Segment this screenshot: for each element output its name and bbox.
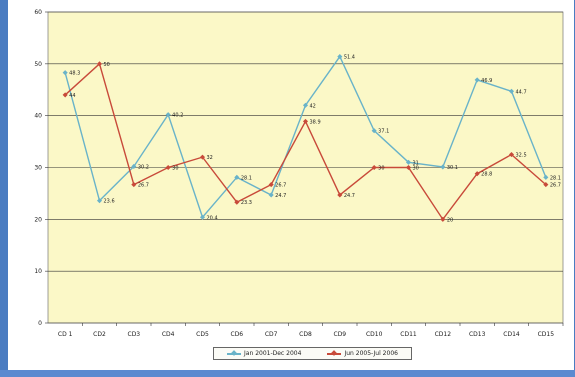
y-tick-label: 10 [34, 268, 42, 275]
data-label: 28.1 [241, 175, 252, 181]
data-label: 44 [69, 93, 75, 99]
y-tick-label: 30 [34, 165, 42, 172]
legend-label-series-1: Jan 2001-Dec 2004 [244, 350, 302, 357]
data-label: 44.7 [516, 89, 527, 95]
x-tick-label: CD15 [538, 331, 555, 338]
data-label: 26.7 [275, 183, 286, 189]
data-label: 30.1 [447, 165, 458, 171]
legend-label-series-2: Jun 2005-Jul 2006 [344, 350, 398, 357]
y-tick-label: 20 [34, 216, 42, 223]
x-tick-label: CD7 [265, 331, 278, 338]
data-point [268, 192, 274, 198]
line-chart: 0 10 20 30 40 50 60 CD 1 CD2 CD3 CD4 CD5 CD6 CD7 CD8 CD… [34, 9, 564, 338]
data-point [165, 112, 171, 118]
data-label: 30 [378, 166, 384, 172]
x-tick-label: CD4 [162, 331, 175, 338]
data-label: 46.9 [481, 78, 492, 84]
data-point [371, 128, 377, 134]
chart-legend: Jan 2001-Dec 2004 Jun 2005-Jul 2006 [213, 347, 412, 360]
data-point [371, 164, 377, 171]
data-point [131, 182, 137, 188]
data-point [440, 216, 446, 222]
data-label: 37.1 [378, 129, 389, 135]
y-tick-label: 0 [38, 320, 42, 327]
data-label: 31 [413, 160, 419, 166]
data-label: 50 [104, 62, 110, 68]
data-label: 20 [447, 217, 453, 223]
x-tick-label: CD5 [196, 331, 209, 338]
x-tick-label: CD 1 [58, 331, 73, 338]
x-tick-label: CD10 [366, 331, 383, 338]
x-tick-label: CD12 [435, 331, 452, 338]
y-tick-label: 40 [34, 113, 42, 120]
data-point [543, 174, 549, 180]
data-label: 23.6 [104, 199, 115, 205]
x-tick-label: CD6 [231, 331, 244, 338]
legend-swatch-series-2 [327, 352, 342, 355]
data-point [474, 171, 480, 177]
x-tick-label: CD14 [503, 331, 520, 338]
data-label: 42 [310, 103, 316, 109]
data-label: 26.7 [138, 183, 149, 189]
data-label: 51.4 [344, 55, 355, 61]
data-label: 30 [413, 166, 419, 172]
x-tick-label: CD9 [334, 331, 347, 338]
data-point [96, 198, 103, 204]
x-tick-label: CD8 [299, 331, 312, 338]
data-point [165, 164, 171, 171]
data-label: 24.7 [344, 193, 355, 199]
bottom-edge [0, 370, 575, 377]
data-label: 20.4 [207, 215, 218, 221]
x-tick-label: CD2 [93, 331, 106, 338]
y-tick-label: 50 [34, 61, 42, 68]
x-tick-label: CD3 [128, 331, 141, 338]
data-label: 48.3 [69, 71, 80, 77]
data-label: 38.9 [310, 119, 321, 125]
data-point [405, 159, 412, 165]
data-point [268, 182, 274, 188]
chart-area: 0 10 20 30 40 50 60 CD 1 CD2 CD3 CD4 CD5 CD6 CD7 CD8 CD… [8, 0, 574, 370]
legend-item-series-1: Jan 2001-Dec 2004 [227, 350, 301, 357]
data-label: 32 [207, 155, 213, 161]
data-point [199, 154, 206, 160]
x-tick-label: CD13 [469, 331, 486, 338]
legend-item-series-2: Jun 2005-Jul 2006 [327, 350, 398, 357]
data-point [234, 199, 240, 205]
legend-swatch-series-1 [227, 352, 242, 355]
data-label: 24.7 [275, 193, 286, 199]
data-point [131, 163, 137, 170]
data-point [199, 214, 206, 220]
y-tick-label: 60 [34, 9, 42, 16]
data-label: 23.3 [241, 200, 252, 206]
data-point [405, 164, 412, 171]
data-label: 26.7 [550, 183, 561, 189]
data-label: 32.5 [516, 153, 527, 159]
data-label: 30 [172, 166, 178, 172]
data-label: 28.8 [481, 172, 492, 178]
data-label: 40.2 [172, 113, 183, 119]
x-tick-label: CD11 [400, 331, 417, 338]
data-label: 30.2 [138, 164, 149, 170]
data-label: 28.1 [550, 175, 561, 181]
